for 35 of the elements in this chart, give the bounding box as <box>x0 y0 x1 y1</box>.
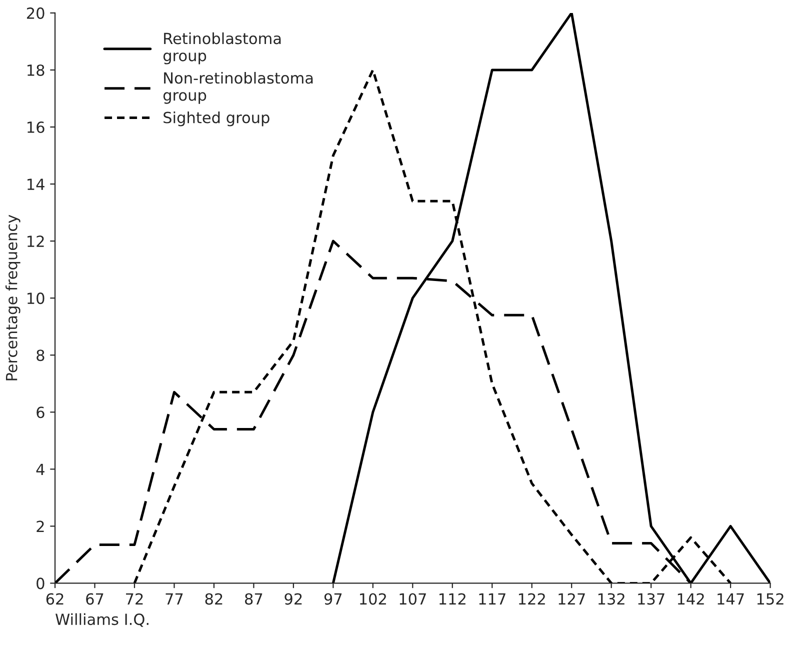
x-tick-label: 147 <box>718 593 744 605</box>
x-tick-label: 67 <box>86 593 104 605</box>
legend-label: Non-retinoblastoma group <box>163 72 313 104</box>
x-tick-label: 107 <box>400 593 426 605</box>
x-tick-label: 132 <box>598 593 624 605</box>
x-tick-label: 137 <box>638 593 664 605</box>
y-tick-label: 14 <box>28 178 44 190</box>
x-axis-title: Williams I.Q. <box>56 613 148 627</box>
x-tick-label: 62 <box>46 593 64 605</box>
x-tick-label: 87 <box>245 593 262 605</box>
x-tick-label: 72 <box>126 593 143 605</box>
x-tick-label: 92 <box>284 593 302 605</box>
legend-label: Sighted group <box>164 111 270 126</box>
y-tick-label: 0 <box>36 578 44 590</box>
x-tick-label: 152 <box>757 593 784 605</box>
x-tick-label: 117 <box>479 593 506 605</box>
x-tick-label: 97 <box>324 593 342 605</box>
y-tick-label: 8 <box>36 350 44 362</box>
x-tick-label: 122 <box>518 593 545 605</box>
y-tick-label: 20 <box>26 7 44 19</box>
x-tick-label: 82 <box>205 593 222 605</box>
y-tick-label: 10 <box>28 292 44 304</box>
y-axis-title: Percentage frequency <box>6 214 20 380</box>
y-tick-label: 6 <box>36 406 44 418</box>
x-tick-label: 77 <box>166 593 183 605</box>
y-tick-label: 4 <box>36 464 44 475</box>
y-tick-label: 16 <box>28 121 44 134</box>
x-tick-label: 102 <box>360 593 386 605</box>
x-tick-label: 127 <box>558 593 585 605</box>
y-tick-label: 18 <box>28 64 44 76</box>
y-tick-label: 12 <box>28 236 44 247</box>
legend-label: Retinoblastoma group <box>163 32 281 64</box>
x-tick-label: 142 <box>678 593 704 605</box>
x-tick-label: 112 <box>439 593 466 605</box>
y-tick-label: 2 <box>36 520 44 532</box>
